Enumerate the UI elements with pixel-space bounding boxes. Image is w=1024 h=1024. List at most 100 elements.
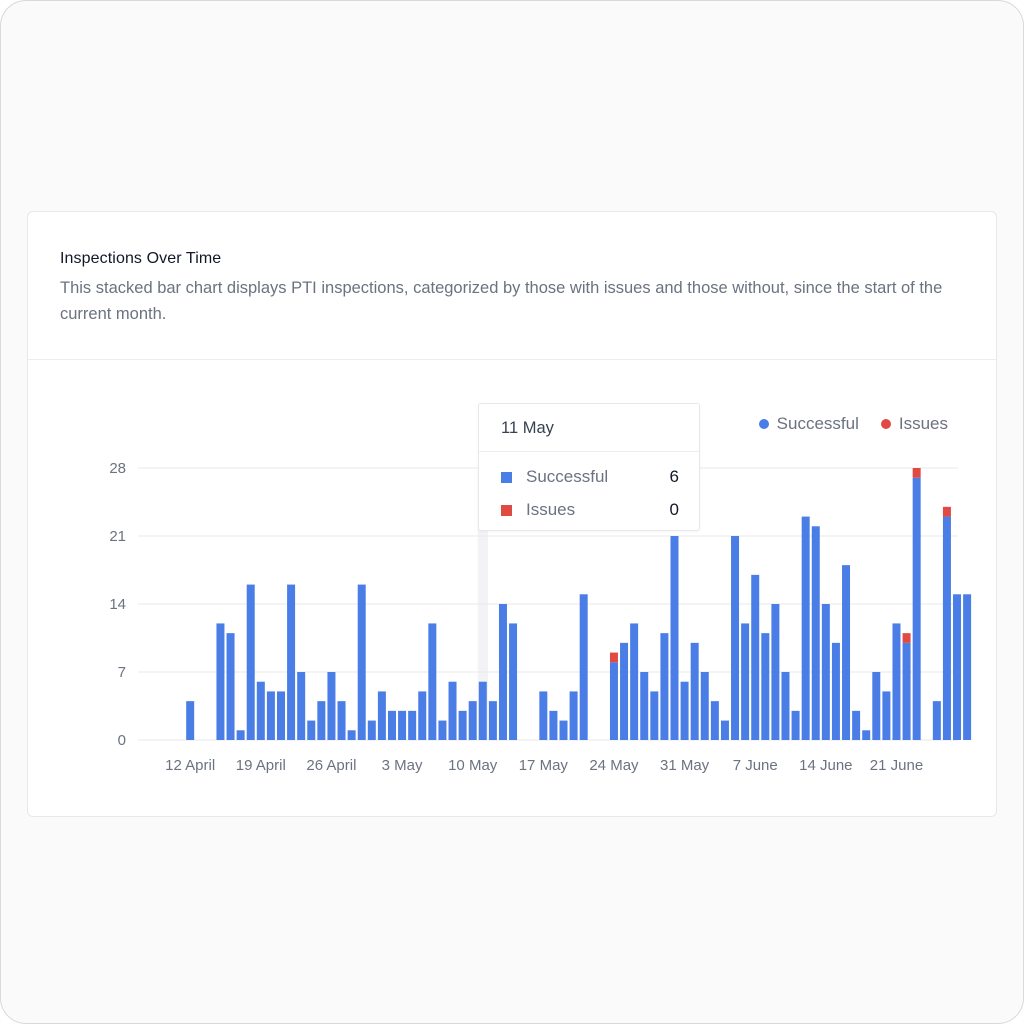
inspections-bar-chart: 0 7 14 21 28 12 April 19 April 26 April 3 May 10 … — [109, 460, 972, 774]
y-tick-label: 0 — [118, 732, 126, 749]
bar-successful[interactable] — [831, 642, 840, 740]
tooltip-row-issues: Issues 0 — [501, 498, 679, 522]
tooltip-row-successful: Successful 6 — [501, 465, 679, 489]
bar-successful[interactable] — [498, 604, 507, 740]
bar-successful[interactable] — [872, 672, 881, 740]
bar-issues[interactable] — [912, 468, 921, 478]
bar-successful[interactable] — [771, 604, 780, 740]
bar-successful[interactable] — [186, 701, 195, 740]
bar-successful[interactable] — [377, 691, 386, 740]
bar-successful[interactable] — [509, 623, 518, 740]
bar-successful[interactable] — [761, 633, 770, 740]
bar-successful[interactable] — [246, 584, 255, 740]
bar-successful[interactable] — [357, 584, 366, 740]
x-tick-label: 21 June — [870, 757, 923, 774]
bar-successful[interactable] — [539, 691, 548, 740]
legend-label-successful: Successful — [776, 414, 859, 433]
bar-successful[interactable] — [317, 701, 326, 740]
bar-successful[interactable] — [478, 681, 487, 740]
bar-successful[interactable] — [821, 604, 830, 740]
bar-successful[interactable] — [892, 623, 901, 740]
bar-successful[interactable] — [620, 642, 629, 740]
bar-successful[interactable] — [307, 720, 316, 740]
bar-successful[interactable] — [902, 642, 911, 740]
bar-successful[interactable] — [811, 526, 820, 740]
bar-successful[interactable] — [387, 710, 396, 740]
bar-successful[interactable] — [720, 720, 729, 740]
x-tick-label: 19 April — [236, 757, 286, 774]
bar-issues[interactable] — [942, 506, 951, 517]
bar-successful[interactable] — [731, 536, 740, 740]
x-tick-label: 17 May — [519, 757, 569, 774]
bar-successful[interactable] — [408, 710, 417, 740]
tooltip-value-issues: 0 — [669, 500, 679, 519]
x-tick-label: 24 May — [589, 757, 639, 774]
bar-successful[interactable] — [337, 701, 346, 740]
bar-successful[interactable] — [428, 623, 437, 740]
bar-successful[interactable] — [418, 691, 427, 740]
x-tick-label: 14 June — [799, 757, 852, 774]
bar-successful[interactable] — [347, 730, 356, 740]
bar-successful[interactable] — [650, 691, 659, 740]
x-tick-label: 31 May — [660, 757, 710, 774]
bar-successful[interactable] — [256, 681, 265, 740]
bar-successful[interactable] — [751, 574, 760, 740]
bar-successful[interactable] — [458, 710, 467, 740]
bar-successful[interactable] — [398, 710, 407, 740]
bar-successful[interactable] — [609, 662, 618, 740]
bar-successful[interactable] — [488, 701, 497, 740]
bar-successful[interactable] — [801, 516, 810, 740]
bar-successful[interactable] — [700, 672, 709, 740]
legend-dot-issues — [880, 419, 891, 429]
tooltip-date: 11 May — [501, 419, 554, 437]
bar-successful[interactable] — [963, 594, 972, 740]
bar-successful[interactable] — [266, 691, 275, 740]
x-tick-label: 7 June — [733, 757, 778, 774]
bar-successful[interactable] — [862, 730, 871, 740]
bar-successful[interactable] — [236, 730, 245, 740]
bar-successful[interactable] — [468, 701, 477, 740]
bar-issues[interactable] — [609, 652, 618, 663]
bar-successful[interactable] — [579, 594, 588, 740]
bar-successful[interactable] — [226, 633, 235, 740]
bar-successful[interactable] — [640, 672, 649, 740]
bar-successful[interactable] — [710, 701, 719, 740]
legend-item-issues[interactable]: Issues — [880, 414, 948, 434]
bar-successful[interactable] — [367, 720, 376, 740]
bar-issues[interactable] — [902, 633, 911, 643]
bar-successful[interactable] — [448, 681, 457, 740]
bar-successful[interactable] — [569, 691, 578, 740]
bar-successful[interactable] — [942, 516, 951, 740]
bar-successful[interactable] — [297, 672, 306, 740]
bar-successful[interactable] — [680, 681, 689, 740]
x-tick-label: 26 April — [306, 757, 356, 774]
bar-successful[interactable] — [438, 720, 447, 740]
chart-legend: Successful Issues — [758, 414, 948, 434]
tooltip-divider — [479, 451, 699, 452]
bar-successful[interactable] — [741, 623, 750, 740]
bar-successful[interactable] — [670, 536, 679, 740]
bar-successful[interactable] — [912, 477, 921, 740]
bar-successful[interactable] — [842, 565, 851, 740]
bar-successful[interactable] — [276, 691, 285, 740]
card-title: Inspections Over Time — [60, 250, 222, 267]
bar-successful[interactable] — [559, 720, 568, 740]
bar-successful[interactable] — [852, 710, 861, 740]
tooltip-label-successful: Successful — [526, 467, 609, 486]
y-tick-label: 7 — [118, 664, 126, 681]
y-tick-label: 28 — [109, 460, 126, 477]
bar-successful[interactable] — [932, 701, 941, 740]
bar-successful[interactable] — [690, 642, 699, 740]
bar-successful[interactable] — [630, 623, 639, 740]
bar-successful[interactable] — [327, 672, 336, 740]
bar-successful[interactable] — [791, 710, 800, 740]
bar-successful[interactable] — [953, 594, 962, 740]
legend-item-successful[interactable]: Successful — [758, 414, 859, 434]
bar-successful[interactable] — [781, 672, 790, 740]
bar-successful[interactable] — [216, 623, 225, 740]
bar-successful[interactable] — [660, 633, 669, 740]
bar-successful[interactable] — [882, 691, 891, 740]
bar-successful[interactable] — [287, 584, 296, 740]
bar-successful[interactable] — [549, 710, 558, 740]
